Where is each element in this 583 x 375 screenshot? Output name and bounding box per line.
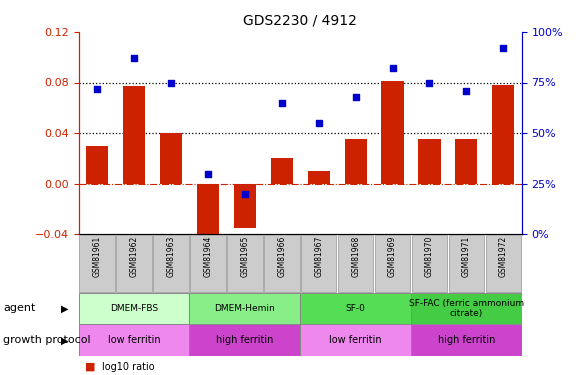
Text: GSM81963: GSM81963	[167, 236, 175, 278]
Point	[203, 171, 213, 177]
Text: GSM81972: GSM81972	[499, 236, 508, 278]
FancyBboxPatch shape	[79, 324, 189, 356]
FancyBboxPatch shape	[153, 235, 189, 292]
Bar	[271, 158, 293, 184]
Bar	[160, 133, 182, 184]
FancyBboxPatch shape	[411, 292, 522, 324]
FancyBboxPatch shape	[189, 324, 300, 356]
FancyBboxPatch shape	[227, 235, 262, 292]
Text: GSM81970: GSM81970	[425, 236, 434, 278]
FancyBboxPatch shape	[189, 292, 300, 324]
FancyBboxPatch shape	[486, 235, 521, 292]
FancyBboxPatch shape	[449, 235, 484, 292]
Text: GSM81969: GSM81969	[388, 236, 397, 278]
Text: high ferritin: high ferritin	[216, 335, 273, 345]
Text: ▶: ▶	[61, 303, 69, 313]
FancyBboxPatch shape	[300, 324, 411, 356]
Bar	[308, 171, 330, 184]
Point	[93, 86, 102, 92]
FancyBboxPatch shape	[411, 324, 522, 356]
Title: GDS2230 / 4912: GDS2230 / 4912	[243, 14, 357, 28]
FancyBboxPatch shape	[79, 235, 115, 292]
Bar	[197, 184, 219, 247]
Text: GSM81962: GSM81962	[129, 236, 139, 278]
Text: GSM81967: GSM81967	[314, 236, 323, 278]
Bar	[345, 140, 367, 184]
Bar	[234, 184, 256, 228]
Text: GSM81971: GSM81971	[462, 236, 471, 278]
Point	[129, 55, 139, 61]
Text: growth protocol: growth protocol	[3, 335, 90, 345]
Point	[462, 88, 471, 94]
Text: agent: agent	[3, 303, 36, 313]
Point	[277, 100, 286, 106]
Text: SF-0: SF-0	[346, 304, 366, 313]
Text: low ferritin: low ferritin	[329, 335, 382, 345]
Point	[351, 94, 360, 100]
FancyBboxPatch shape	[190, 235, 226, 292]
Point	[388, 65, 397, 71]
FancyBboxPatch shape	[301, 235, 336, 292]
Text: ■: ■	[85, 362, 95, 372]
Text: log10 ratio: log10 ratio	[102, 362, 154, 372]
Text: GSM81965: GSM81965	[240, 236, 250, 278]
Text: DMEM-FBS: DMEM-FBS	[110, 304, 158, 313]
FancyBboxPatch shape	[117, 235, 152, 292]
Point	[425, 80, 434, 86]
Bar	[419, 140, 441, 184]
FancyBboxPatch shape	[79, 292, 189, 324]
Bar	[455, 140, 477, 184]
Text: DMEM-Hemin: DMEM-Hemin	[215, 304, 275, 313]
Point	[240, 191, 250, 197]
Bar	[492, 85, 514, 184]
FancyBboxPatch shape	[338, 235, 373, 292]
Text: ▶: ▶	[61, 335, 69, 345]
FancyBboxPatch shape	[264, 235, 300, 292]
Point	[314, 120, 324, 126]
Text: GSM81968: GSM81968	[351, 236, 360, 278]
Text: GSM81961: GSM81961	[93, 236, 101, 278]
FancyBboxPatch shape	[375, 235, 410, 292]
Bar	[123, 86, 145, 184]
Bar	[86, 146, 108, 184]
Text: high ferritin: high ferritin	[438, 335, 495, 345]
Bar	[381, 81, 403, 184]
Point	[498, 45, 508, 51]
Text: SF-FAC (ferric ammonium
citrate): SF-FAC (ferric ammonium citrate)	[409, 299, 524, 318]
Text: GSM81966: GSM81966	[278, 236, 286, 278]
Text: low ferritin: low ferritin	[108, 335, 160, 345]
Text: GSM81964: GSM81964	[203, 236, 212, 278]
FancyBboxPatch shape	[300, 292, 411, 324]
Point	[166, 80, 175, 86]
FancyBboxPatch shape	[412, 235, 447, 292]
